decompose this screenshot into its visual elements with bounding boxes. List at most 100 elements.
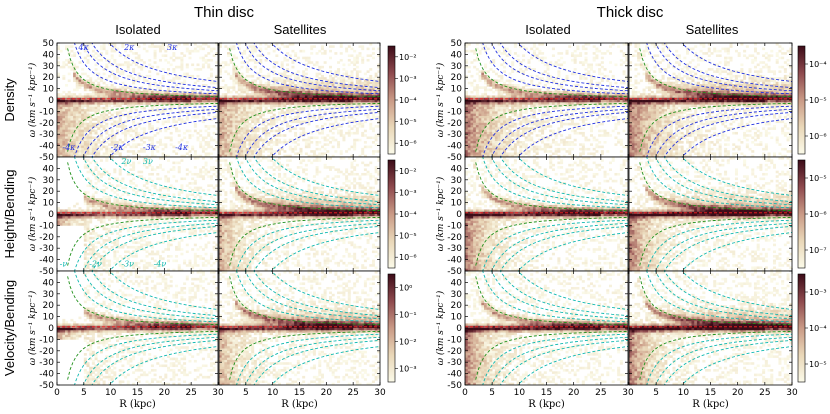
heatmap-cell (212, 147, 216, 151)
heatmap-cell (164, 93, 168, 96)
heatmap-cell (221, 118, 225, 121)
heatmap-cell (207, 145, 211, 149)
heatmap-cell (172, 207, 176, 210)
heatmap-cell (142, 191, 146, 194)
heatmap-cell (323, 52, 327, 55)
heatmap-cell (302, 88, 306, 92)
heatmap-cell (361, 122, 365, 126)
heatmap-cell (81, 141, 85, 144)
heatmap-cell (342, 115, 346, 119)
heatmap-cell (232, 72, 236, 76)
heatmap-cell (86, 141, 90, 144)
heatmap-cell (243, 52, 247, 55)
heatmap-cell (196, 202, 200, 206)
heatmap-cell (161, 106, 165, 110)
resonance-curve (67, 216, 218, 266)
spectrogram-thin-density-satellites (219, 43, 380, 157)
heatmap-cell (204, 204, 208, 208)
heatmap-cell (140, 232, 144, 235)
heatmap-cell (183, 177, 187, 181)
heatmap-cell (221, 97, 225, 101)
heatmap-cell (363, 100, 367, 103)
heatmap-cell (212, 186, 216, 190)
heatmap-cell (207, 223, 211, 226)
heatmap-cell (320, 77, 324, 80)
heatmap-cell (121, 70, 125, 73)
heatmap-cell (99, 198, 103, 201)
heatmap-cell (339, 77, 343, 80)
heatmap-cell (261, 122, 265, 126)
heatmap-cell (269, 115, 273, 119)
heatmap-cell (113, 252, 117, 256)
heatmap-cell (323, 49, 327, 53)
heatmap-cell (374, 136, 378, 140)
heatmap-cell (251, 88, 255, 92)
heatmap-cell (180, 58, 184, 62)
heatmap-cell (83, 86, 87, 89)
heatmap-cell (224, 225, 228, 228)
heatmap-cell (350, 127, 354, 130)
heatmap-cell (59, 93, 63, 96)
heatmap-cell (207, 109, 211, 112)
heatmap-cell (288, 102, 292, 105)
heatmap-cell (132, 182, 136, 185)
heatmap-cell (235, 168, 239, 171)
heatmap-cell (83, 145, 87, 149)
heatmap-cell (302, 129, 306, 133)
heatmap-cell (337, 84, 341, 87)
heatmap-cell (59, 147, 63, 151)
heatmap-cell (245, 204, 249, 208)
heatmap-cell (121, 214, 125, 217)
heatmap-cell (264, 100, 268, 103)
heatmap-cell (251, 163, 255, 167)
heatmap-cell (65, 150, 69, 153)
heatmap-cell (294, 145, 298, 149)
heatmap-cell (261, 90, 265, 94)
heatmap-cell (67, 122, 71, 126)
heatmap-cell (75, 122, 79, 126)
heatmap-cell (70, 223, 74, 226)
heatmap-cell (196, 93, 200, 96)
heatmap-cell (369, 77, 373, 80)
heatmap-cell (148, 115, 152, 119)
heatmap-cell (219, 152, 222, 156)
heatmap-cell (94, 72, 98, 76)
heatmap-cell (204, 245, 208, 249)
heatmap-cell (164, 209, 168, 213)
heatmap-cell (339, 93, 343, 96)
heatmap-cell (142, 141, 146, 144)
heatmap-cell (118, 93, 122, 96)
heatmap-cell (172, 68, 176, 71)
heatmap-cell (235, 184, 239, 187)
heatmap-cell (377, 120, 380, 124)
heatmap-cell (221, 225, 225, 228)
heatmap-cell (177, 81, 181, 85)
heatmap-cell (275, 95, 279, 99)
heatmap-cell (188, 102, 192, 105)
heatmap-cell (75, 214, 79, 217)
heatmap-cell (132, 122, 136, 126)
heatmap-cell (235, 170, 239, 174)
heatmap-cell (134, 129, 138, 133)
heatmap-cell (126, 118, 130, 121)
heatmap-cell (278, 72, 282, 76)
heatmap-cell (219, 106, 222, 110)
heatmap-cell (126, 193, 130, 197)
heatmap-cell (204, 227, 208, 231)
heatmap-cell (86, 236, 90, 240)
heatmap-cell (345, 84, 349, 87)
heatmap-cell (248, 241, 252, 244)
heatmap-cell (304, 68, 308, 71)
heatmap-cell (145, 200, 149, 203)
heatmap-cell (116, 125, 120, 128)
heatmap-cell (156, 241, 160, 244)
heatmap-cell (193, 95, 197, 99)
heatmap-cell (156, 188, 160, 192)
heatmap-cell (280, 97, 284, 101)
heatmap-cell (118, 152, 122, 156)
heatmap-cell (358, 104, 362, 108)
heatmap-cell (229, 152, 233, 156)
heatmap-cell (67, 100, 71, 103)
heatmap-cell (212, 209, 216, 213)
heatmap-cell (215, 97, 218, 101)
